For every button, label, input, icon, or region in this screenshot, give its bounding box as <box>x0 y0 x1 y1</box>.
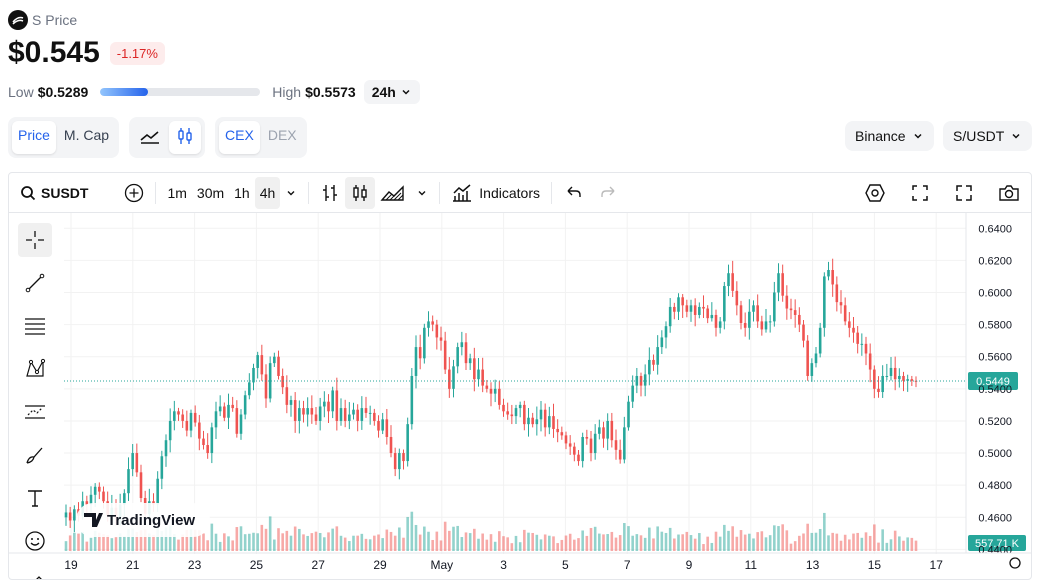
tab-market-cap[interactable]: M. Cap <box>63 127 110 143</box>
price-change-badge: -1.17% <box>109 41 165 65</box>
smiley-icon <box>25 531 45 551</box>
text-icon <box>28 490 42 507</box>
chevron-down-icon <box>287 190 295 195</box>
interval-1m[interactable]: 1m <box>167 184 187 201</box>
settings-button[interactable] <box>859 177 891 209</box>
line-chart-icon <box>140 131 160 144</box>
high-label: High <box>272 84 302 100</box>
candles-style-button[interactable] <box>345 176 376 209</box>
tab-dex[interactable]: DEX <box>267 127 297 143</box>
candle-chart-button[interactable] <box>169 121 202 154</box>
chevron-down-icon <box>1012 133 1020 139</box>
interval-1h[interactable]: 1h <box>234 184 250 201</box>
bar-style-button[interactable] <box>315 177 345 209</box>
redo-icon <box>601 186 615 197</box>
pair-select[interactable]: S/USDT <box>943 121 1033 151</box>
tab-price[interactable]: Price <box>12 121 56 154</box>
indicators-label: Indicators <box>479 184 540 201</box>
trend-line-icon <box>25 273 45 293</box>
emoji-tool[interactable] <box>18 524 52 558</box>
snapshot-button[interactable] <box>993 177 1025 209</box>
low-value: $0.5289 <box>37 84 89 100</box>
chevron-down-icon <box>418 190 426 195</box>
chevron-down-icon <box>402 89 410 95</box>
expand-button[interactable] <box>949 177 979 209</box>
toolbar-divider <box>551 181 552 204</box>
area-chart-icon <box>380 184 404 201</box>
pattern-icon <box>26 358 46 377</box>
price-range: Low $0.5289 High $0.5573 24h <box>8 80 1032 104</box>
chevron-down-icon <box>914 133 922 139</box>
coin-title: S Price <box>8 10 1032 30</box>
exchange-value: Binance <box>855 128 906 144</box>
coin-name: S Price <box>32 12 78 28</box>
fib-tool[interactable] <box>18 309 52 343</box>
expand-icon <box>956 184 972 201</box>
candles-icon <box>353 184 367 201</box>
price-header: S Price $0.545 -1.17% Low $0.5289 High $… <box>8 10 1032 104</box>
fullscreen-button[interactable] <box>905 177 935 209</box>
market-toggle: CEX DEX <box>215 117 307 158</box>
range-bar <box>100 88 261 96</box>
period-select[interactable]: 24h <box>363 80 420 104</box>
toolbar-divider <box>439 181 441 204</box>
current-price: $0.545 <box>8 36 100 69</box>
fib-lines-icon <box>25 318 45 335</box>
forecast-tool[interactable] <box>18 395 52 429</box>
undo-icon <box>567 186 581 197</box>
pair-value: S/USDT <box>953 128 1005 144</box>
indicators-icon <box>453 183 472 202</box>
interval-4h[interactable]: 4h <box>254 176 281 209</box>
toolbar-divider <box>155 181 157 204</box>
ruler-icon <box>36 576 42 579</box>
drawing-toolbar <box>9 214 61 579</box>
interval-30m[interactable]: 30m <box>196 184 225 201</box>
settings-hexagon-icon <box>865 183 885 202</box>
period-value: 24h <box>371 84 396 100</box>
s-coin-logo-icon <box>8 10 28 30</box>
brush-icon <box>26 447 43 464</box>
interval-menu-button[interactable] <box>280 177 302 209</box>
redo-button[interactable] <box>594 177 624 209</box>
ruler-tool[interactable] <box>18 568 52 579</box>
chart-type-toggle <box>129 117 206 158</box>
chart-style-menu-button[interactable] <box>411 177 433 209</box>
pattern-tool[interactable] <box>18 352 52 386</box>
indicators-button[interactable]: Indicators <box>446 177 545 209</box>
camera-icon <box>999 184 1019 201</box>
area-style-button[interactable] <box>375 177 411 209</box>
text-tool[interactable] <box>18 481 52 515</box>
range-bar-fill <box>100 88 149 96</box>
undo-button[interactable] <box>558 177 588 209</box>
tab-cex[interactable]: CEX <box>219 121 260 154</box>
low-label: Low <box>8 84 34 100</box>
compare-button[interactable] <box>119 177 149 209</box>
chart-toolbar: SUSDT 1m 30m 1h 4h Indicators <box>9 173 1031 213</box>
symbol-label: SUSDT <box>41 184 89 201</box>
high-value: $0.5573 <box>305 84 356 100</box>
search-icon <box>21 185 36 200</box>
tradingview-widget: SUSDT 1m 30m 1h 4h Indicators <box>8 172 1032 580</box>
trend-line-tool[interactable] <box>18 266 52 300</box>
fullscreen-icon <box>912 184 928 201</box>
brush-tool[interactable] <box>18 438 52 472</box>
crosshair-tool[interactable] <box>18 223 52 257</box>
forecast-icon <box>25 405 45 419</box>
plus-circle-icon <box>125 183 144 202</box>
line-chart-button[interactable] <box>133 121 167 154</box>
symbol-search[interactable]: SUSDT <box>15 177 93 209</box>
candlestick-icon <box>178 128 192 144</box>
toolbar-divider <box>308 181 310 204</box>
crosshair-icon <box>26 231 44 249</box>
metric-toggle: Price M. Cap <box>8 117 120 158</box>
bars-icon <box>323 184 338 201</box>
exchange-select[interactable]: Binance <box>845 121 934 151</box>
